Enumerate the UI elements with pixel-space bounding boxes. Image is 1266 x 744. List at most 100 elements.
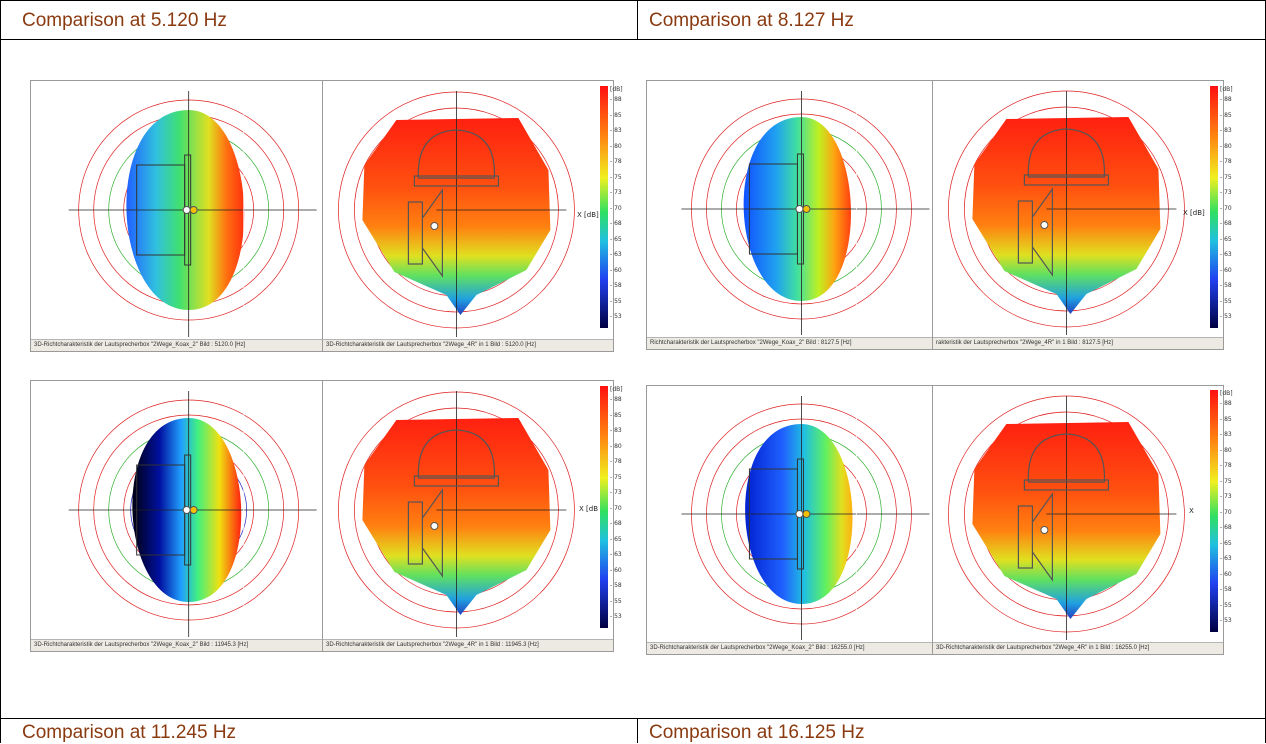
colorbar-tick-label: - 85	[610, 111, 622, 119]
colorbar-unit: [dB]	[610, 86, 623, 93]
cell-title-11245: Comparison at 11.245 Hz	[22, 722, 237, 743]
polar-plot-4r-8127: X [dB] rakteristik der Lautsprecherbox "…	[932, 80, 1224, 350]
colorbar-tick-label: - 70	[1220, 508, 1232, 516]
polar-plot-koax-16255: 3D-Richtcharakteristik der Lautsprecherb…	[646, 385, 934, 655]
colorbar-tick-label: - 53	[610, 313, 622, 320]
colorbar-tick-label: - 88	[610, 396, 622, 403]
polar-plot-graphic	[681, 396, 930, 640]
cell-title-16125: Comparison at 16.125 Hz	[649, 722, 865, 743]
colorbar-tick-label: - 73	[610, 489, 622, 496]
colorbar-tick-label: - 70	[610, 504, 622, 512]
colorbar-gradient	[600, 86, 608, 328]
colorbar-unit: [dB]	[1220, 390, 1233, 397]
colorbar-tick-label: - 73	[1220, 189, 1232, 196]
colorbar-tick-label: - 53	[610, 613, 622, 620]
table-left-border	[0, 0, 1, 743]
colorbar-tick-label: - 55	[610, 597, 622, 605]
polar-plot-4r-11945: X [dB 3D-Richtcharakteristik der Lautspr…	[322, 380, 614, 652]
polar-plot-graphic	[948, 90, 1185, 335]
colorbar-tick-label: - 58	[610, 282, 622, 289]
table-top-border	[0, 0, 1266, 1]
colorbar-tick-label: - 70	[610, 204, 622, 212]
table-row-border-top	[0, 39, 1266, 40]
polar-plot-graphic	[681, 91, 930, 335]
colorbar-tick-label: - 78	[610, 158, 622, 165]
plot-caption: 3D-Richtcharakteristik der Lautsprecherb…	[31, 639, 323, 651]
polar-plot-graphic	[338, 391, 575, 637]
cell-title-8127: Comparison at 8.127 Hz	[649, 10, 854, 31]
colorbar-tick-label: - 83	[610, 427, 622, 434]
colorbar-tick-label: - 63	[1220, 251, 1232, 258]
colorbar-tick-label: - 68	[610, 220, 622, 227]
colorbar-tick-label: - 55	[1220, 297, 1232, 305]
colorbar-tick-label: - 85	[1220, 111, 1232, 119]
colorbar-tick-label: - 55	[1220, 601, 1232, 609]
colorbar-tick-label: - 70	[1220, 204, 1232, 212]
colorbar-tick-label: - 83	[1220, 431, 1232, 438]
polar-plot-graphic	[338, 91, 575, 337]
table-center-divider-top	[637, 0, 638, 40]
colorbar-tick-label: - 85	[1220, 415, 1232, 423]
colorbar-tick-label: - 58	[1220, 586, 1232, 593]
x-axis-label: X [dB]	[577, 211, 599, 219]
colorbar-tick-label: - 68	[1220, 524, 1232, 531]
plot-caption: 3D-Richtcharakteristik der Lautsprecherb…	[933, 642, 1223, 654]
colorbar-tick-label: - 60	[610, 566, 622, 574]
colorbar-tick-label: - 73	[610, 189, 622, 196]
colorbar-tick-label: - 65	[1220, 235, 1232, 243]
cell-title-5120: Comparison at 5.120 Hz	[22, 10, 227, 31]
colorbar-tick-label: - 58	[610, 582, 622, 589]
colorbar-tick-label: - 78	[610, 458, 622, 465]
x-axis-label: X	[1189, 507, 1194, 515]
colorbar-tick-label: - 68	[1220, 220, 1232, 227]
colorbar-tick-label: - 65	[1220, 539, 1232, 547]
polar-plot-4r-5120: X [dB] 3D-Richtcharakteristik der Lautsp…	[322, 80, 614, 352]
polar-plot-graphic	[68, 391, 317, 637]
table-center-divider-bottom	[637, 718, 638, 743]
colorbar-tick-label: - 83	[1220, 127, 1232, 134]
colorbar-tick-label: - 80	[610, 142, 622, 150]
colorbar-tick-label: - 60	[1220, 266, 1232, 274]
colorbar-tick-label: - 85	[610, 411, 622, 419]
polar-plot-koax-5120: 3D-Richtcharakteristik der Lautsprecherb…	[30, 80, 324, 352]
colorbar-tick-label: - 88	[1220, 400, 1232, 407]
colorbar-tick-label: - 80	[1220, 142, 1232, 150]
colorbar-tick-label: - 55	[610, 297, 622, 305]
colorbar-tick-label: - 75	[1220, 173, 1232, 181]
plot-caption: 3D-Richtcharakteristik der Lautsprecherb…	[31, 339, 323, 351]
colorbar-tick-label: - 88	[1220, 96, 1232, 103]
colorbar-tick-label: - 80	[1220, 446, 1232, 454]
colorbar-tick-label: - 75	[610, 173, 622, 181]
plot-caption: Richtcharakteristik der Lautsprecherbox …	[647, 337, 933, 349]
colorbar-unit: [dB]	[610, 386, 623, 393]
colorbar-tick-label: - 88	[610, 96, 622, 103]
colorbar-tick-label: - 80	[610, 442, 622, 450]
colorbar-tick-label: - 53	[1220, 313, 1232, 320]
colorbar-tick-label: - 63	[1220, 555, 1232, 562]
plot-caption: rakteristik der Lautsprecherbox "2Wege_4…	[933, 337, 1223, 349]
colorbar-gradient	[600, 386, 608, 628]
colorbar-tick-label: - 78	[1220, 462, 1232, 469]
colorbar-gradient	[1210, 390, 1218, 632]
colorbar-tick-label: - 53	[1220, 617, 1232, 624]
colorbar-tick-label: - 75	[1220, 477, 1232, 485]
colorbar-tick-label: - 65	[610, 535, 622, 543]
polar-plot-4r-16255: X 3D-Richtcharakteristik der Lautspreche…	[932, 385, 1224, 655]
plot-caption: 3D-Richtcharakteristik der Lautsprecherb…	[323, 339, 613, 351]
plot-caption: 3D-Richtcharakteristik der Lautsprecherb…	[647, 642, 933, 654]
colorbar-tick-label: - 75	[610, 473, 622, 481]
colorbar-tick-label: - 63	[610, 551, 622, 558]
colorbar-tick-label: - 68	[610, 520, 622, 527]
colorbar-tick-label: - 83	[610, 127, 622, 134]
colorbar-tick-label: - 60	[610, 266, 622, 274]
polar-plot-koax-11945: 3D-Richtcharakteristik der Lautsprecherb…	[30, 380, 324, 652]
colorbar-tick-label: - 63	[610, 251, 622, 258]
colorbar-tick-label: - 73	[1220, 493, 1232, 500]
x-axis-label: X [dB	[579, 505, 598, 513]
polar-plot-koax-8127: Richtcharakteristik der Lautsprecherbox …	[646, 80, 934, 350]
colorbar-tick-label: - 65	[610, 235, 622, 243]
polar-plot-graphic	[68, 91, 317, 337]
colorbar-tick-label: - 60	[1220, 570, 1232, 578]
x-axis-label: X [dB]	[1183, 209, 1205, 217]
plot-caption: 3D-Richtcharakteristik der Lautsprecherb…	[323, 639, 613, 651]
